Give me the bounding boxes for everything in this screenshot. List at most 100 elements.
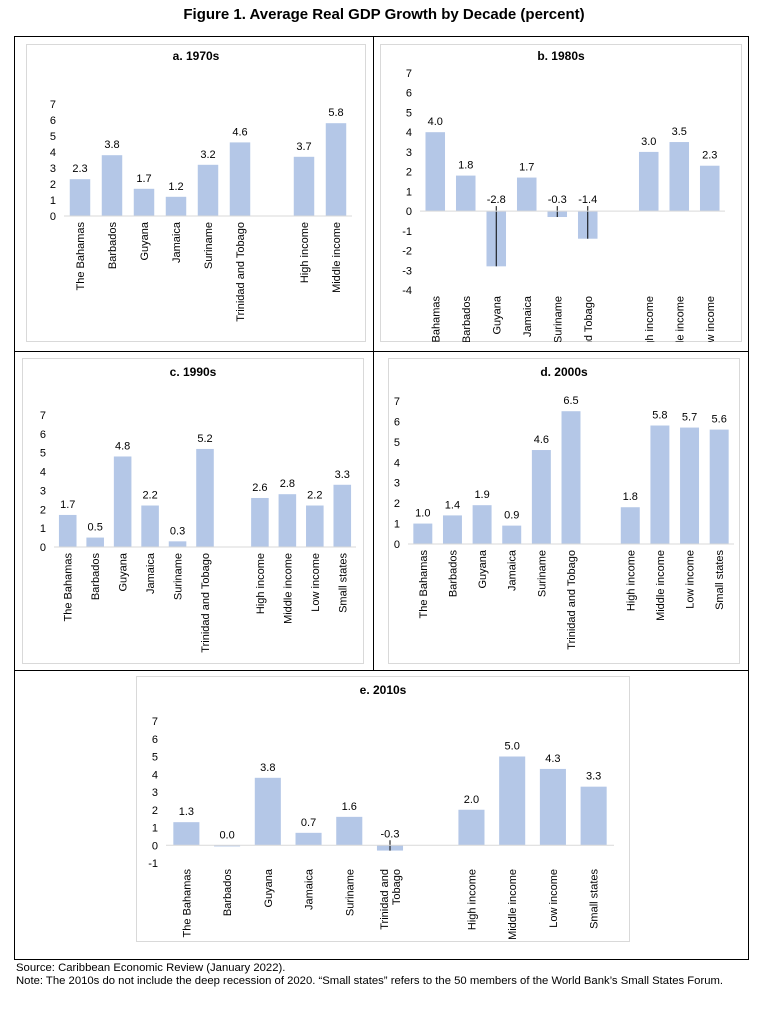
category-label-barbados: Barbados <box>447 550 459 598</box>
data-label: 0.5 <box>88 522 103 534</box>
data-label: 1.0 <box>415 508 430 520</box>
bar-high-income <box>458 809 485 846</box>
data-label: 2.2 <box>142 490 157 502</box>
category-label-jamaica: Jamaica <box>145 552 157 594</box>
panel-divider <box>14 670 749 671</box>
bar-high-income <box>638 151 659 212</box>
y-tick-label: 2 <box>50 179 56 191</box>
category-label-text: Low income <box>548 869 560 928</box>
category-label-low-income: Low income <box>705 296 717 342</box>
category-label-high-income: High income <box>625 550 637 611</box>
y-tick-label: 4 <box>406 127 412 139</box>
category-label-trinidad-and-tobago: Trinidad and Tobago <box>566 550 578 650</box>
chart-2000s: d. 2000s 0 1 2 3 4 5 6 7 1.0 The Bahamas 1.4 Barbado… <box>388 358 740 664</box>
category-label-text: Guyana <box>477 549 489 588</box>
y-tick-label: 0 <box>394 539 400 551</box>
data-label: -2.8 <box>487 194 506 206</box>
y-tick-label: 1 <box>406 186 412 198</box>
y-tick-label: 3 <box>394 478 400 490</box>
category-label-the-bahamas: The Bahamas <box>181 869 193 938</box>
category-label-small-states: Small states <box>337 553 349 613</box>
data-label: 4.6 <box>534 434 549 446</box>
category-label-text: Middle income <box>655 550 667 621</box>
data-label: 1.6 <box>342 801 357 813</box>
bar-the-bahamas <box>413 523 433 544</box>
category-label-text: High income <box>466 869 478 930</box>
y-tick-label: 4 <box>152 769 158 781</box>
category-label-middle-income: Middle income <box>331 222 343 293</box>
category-label-trinidad-and-tobago: Trinidad and Tobago <box>235 222 247 322</box>
category-label-suriname: Suriname <box>173 553 185 600</box>
category-label-barbados: Barbados <box>107 222 119 270</box>
data-label: 3.5 <box>672 126 687 138</box>
category-label-text: Guyana <box>139 221 151 260</box>
bar-trinidad-and-tobago <box>229 142 251 216</box>
chart-title: b. 1980s <box>537 49 585 63</box>
bar-jamaica <box>502 525 522 544</box>
bar-barbados <box>86 537 104 547</box>
bar-middle-income <box>650 425 670 544</box>
y-tick-label: 5 <box>394 437 400 449</box>
bar-low-income <box>306 505 324 547</box>
category-label-trinidad-and-tobago: Trinidad and Tobago <box>379 869 403 930</box>
category-label-text: Middle income <box>674 296 686 342</box>
bar-the-bahamas <box>69 179 91 216</box>
y-tick-label: -1 <box>402 226 412 238</box>
category-label-guyana: Guyana <box>263 868 275 907</box>
category-label-text: Barbados <box>222 869 234 917</box>
category-label-text: Suriname <box>344 869 356 916</box>
data-label: 5.7 <box>682 412 697 424</box>
category-label-middle-income: Middle income <box>674 296 686 342</box>
bar-jamaica <box>141 505 159 547</box>
y-tick-label: 7 <box>406 68 412 80</box>
bar-jamaica <box>516 177 537 212</box>
y-tick-label: -2 <box>402 246 412 258</box>
y-tick-label: -4 <box>402 285 412 297</box>
chart-title: a. 1970s <box>173 49 220 63</box>
category-label-text: Small states <box>337 553 349 613</box>
category-label-the-bahamas: The Bahamas <box>75 222 87 291</box>
category-label-text: Barbados <box>107 222 119 270</box>
chart-1980s: b. 1980s -4 -3 -2 -1 0 1 2 3 4 5 6 7 4.0 The Bahamas 1.… <box>380 44 742 342</box>
chart-1970s: a. 1970s 0 1 2 3 4 5 6 7 2.3 The Bahamas 3.8 Barbado… <box>26 44 366 342</box>
bar-guyana <box>113 456 132 547</box>
category-label-text: Barbados <box>90 553 102 601</box>
category-label-text: Low income <box>310 553 322 612</box>
category-label-text: Suriname <box>203 222 215 269</box>
y-tick-label: 4 <box>394 457 400 469</box>
data-label: 1.8 <box>623 491 638 503</box>
data-label: 3.7 <box>296 141 311 153</box>
y-tick-label: 7 <box>152 716 158 728</box>
category-label-small-states: Small states <box>589 869 601 929</box>
bar-guyana <box>254 777 281 846</box>
category-label-text: The Bahamas <box>418 550 430 619</box>
category-label-text: Suriname <box>173 553 185 600</box>
bar-small-states <box>580 786 607 846</box>
y-tick-label: 2 <box>406 167 412 179</box>
data-label: 3.8 <box>104 139 119 151</box>
bar-middle-income <box>278 494 297 547</box>
data-label: 3.0 <box>641 136 656 148</box>
data-label: 2.3 <box>72 163 87 175</box>
data-label: 3.2 <box>200 149 215 161</box>
category-label-high-income: High income <box>466 869 478 930</box>
category-label-barbados: Barbados <box>90 553 102 601</box>
y-tick-label: 0 <box>50 211 56 223</box>
category-label-guyana: Guyana <box>118 552 130 591</box>
category-label-jamaica: Jamaica <box>171 221 183 263</box>
category-label-high-income: High income <box>644 296 656 342</box>
category-label-text: High income <box>299 222 311 283</box>
bar-high-income <box>293 156 315 216</box>
data-label: 2.2 <box>307 490 322 502</box>
data-label: 2.3 <box>702 150 717 162</box>
data-label: -0.3 <box>381 828 400 840</box>
data-label: 4.0 <box>428 116 443 128</box>
category-label-text: High income <box>644 296 656 342</box>
data-label: 0.7 <box>301 817 316 829</box>
data-label: 4.6 <box>232 126 247 138</box>
data-label: 1.7 <box>136 173 151 185</box>
bar-low-income <box>699 165 720 212</box>
category-label-text: Middle income <box>282 553 294 624</box>
panel-divider <box>14 351 749 352</box>
data-label: 5.8 <box>652 410 667 422</box>
